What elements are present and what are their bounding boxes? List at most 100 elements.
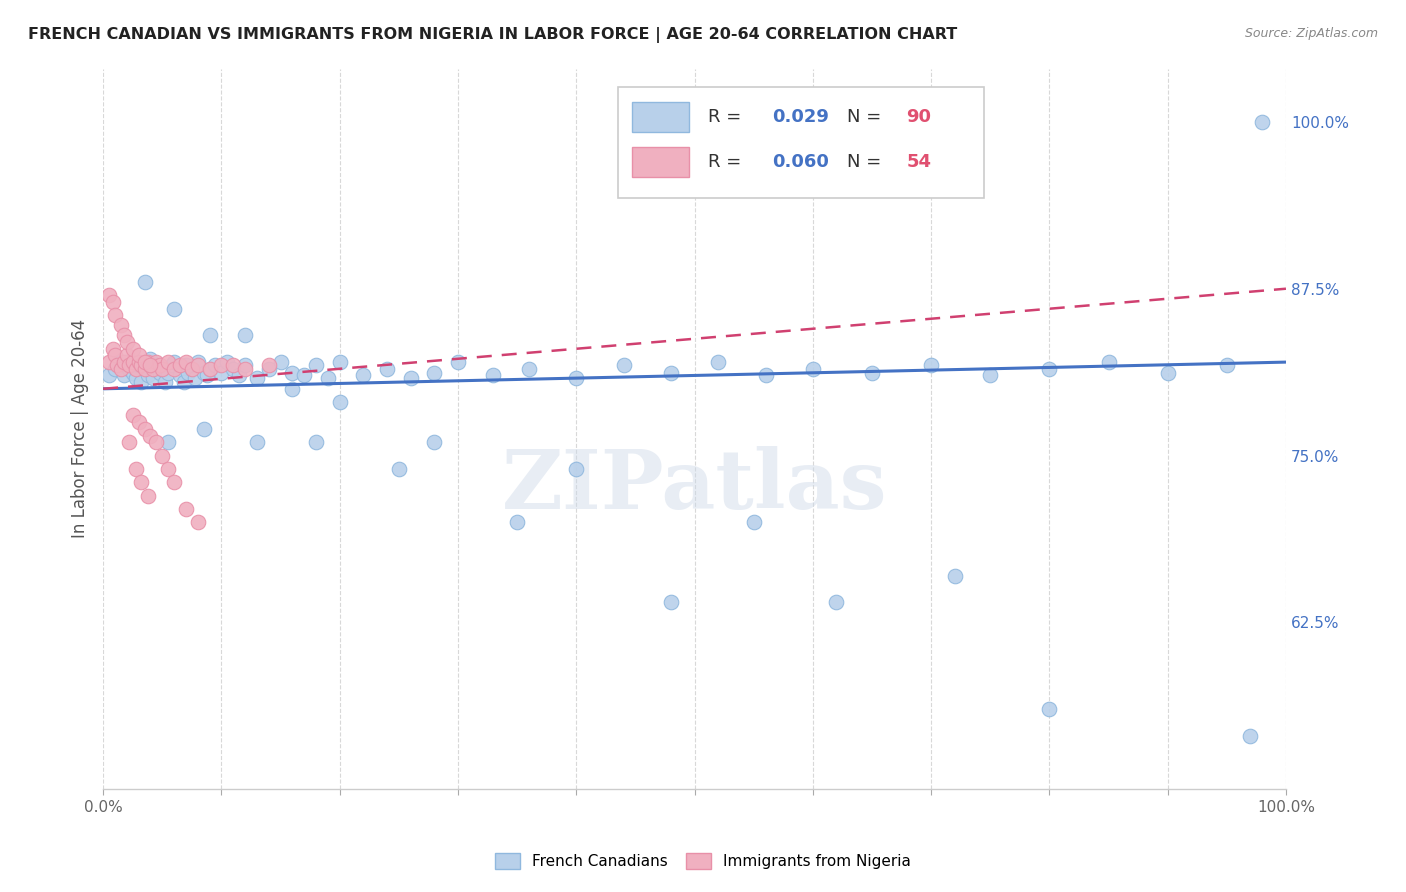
Point bbox=[169, 358, 191, 372]
Text: ZIPatlas: ZIPatlas bbox=[502, 447, 887, 526]
Point bbox=[163, 475, 186, 490]
Text: Source: ZipAtlas.com: Source: ZipAtlas.com bbox=[1244, 27, 1378, 40]
FancyBboxPatch shape bbox=[617, 87, 984, 198]
Point bbox=[565, 371, 588, 385]
Point bbox=[129, 358, 152, 372]
Point bbox=[281, 366, 304, 380]
Point bbox=[801, 361, 824, 376]
Point bbox=[423, 435, 446, 450]
Y-axis label: In Labor Force | Age 20-64: In Labor Force | Age 20-64 bbox=[72, 319, 89, 539]
Point bbox=[659, 366, 682, 380]
Point bbox=[209, 358, 232, 372]
Point bbox=[565, 462, 588, 476]
Point bbox=[222, 361, 245, 376]
Point bbox=[222, 358, 245, 372]
Point bbox=[209, 366, 232, 380]
Point bbox=[157, 462, 180, 476]
Legend: French Canadians, Immigrants from Nigeria: French Canadians, Immigrants from Nigeri… bbox=[489, 847, 917, 875]
Text: 54: 54 bbox=[907, 153, 931, 171]
Point bbox=[98, 355, 121, 369]
Point bbox=[246, 371, 269, 385]
Point bbox=[352, 368, 374, 383]
Point bbox=[1239, 729, 1261, 743]
Point bbox=[329, 355, 352, 369]
Point bbox=[506, 515, 529, 529]
Point bbox=[121, 366, 143, 380]
Point bbox=[1156, 366, 1178, 380]
Point bbox=[198, 328, 221, 343]
Point bbox=[163, 301, 186, 316]
Point bbox=[139, 428, 162, 442]
Point bbox=[173, 375, 195, 389]
Point bbox=[754, 368, 776, 383]
Text: 0.029: 0.029 bbox=[773, 108, 830, 126]
Point bbox=[517, 361, 540, 376]
Point bbox=[257, 358, 280, 372]
Point bbox=[217, 355, 239, 369]
Point bbox=[149, 366, 172, 380]
Point bbox=[136, 489, 159, 503]
Point bbox=[375, 361, 398, 376]
Point bbox=[128, 415, 150, 429]
Point bbox=[139, 358, 162, 372]
Point bbox=[112, 368, 135, 383]
Point bbox=[198, 361, 221, 376]
Point bbox=[115, 355, 138, 369]
Point bbox=[125, 361, 148, 376]
Point bbox=[128, 348, 150, 362]
Point bbox=[198, 361, 221, 376]
Point bbox=[121, 355, 143, 369]
Point bbox=[121, 342, 143, 356]
Point bbox=[193, 366, 215, 380]
Point bbox=[257, 361, 280, 376]
Point bbox=[101, 295, 124, 310]
Point bbox=[110, 361, 132, 376]
FancyBboxPatch shape bbox=[631, 147, 689, 178]
Point bbox=[163, 355, 186, 369]
Point bbox=[180, 361, 202, 376]
Text: 0.060: 0.060 bbox=[773, 153, 830, 171]
Point bbox=[447, 355, 470, 369]
Point bbox=[142, 371, 165, 385]
Point bbox=[139, 352, 162, 367]
Text: N =: N = bbox=[848, 153, 887, 171]
Point bbox=[979, 368, 1001, 383]
Point bbox=[177, 366, 200, 380]
Point bbox=[139, 358, 162, 372]
Point bbox=[118, 358, 141, 372]
Point bbox=[1251, 115, 1274, 129]
Point bbox=[281, 382, 304, 396]
Point bbox=[149, 358, 172, 372]
Point bbox=[169, 368, 191, 383]
Point bbox=[1038, 702, 1060, 716]
Point bbox=[134, 355, 156, 369]
Point bbox=[118, 435, 141, 450]
Point bbox=[150, 361, 173, 376]
Point bbox=[187, 515, 209, 529]
Point bbox=[329, 395, 352, 409]
Point bbox=[187, 358, 209, 372]
Point bbox=[204, 358, 226, 372]
Point bbox=[110, 355, 132, 369]
Point bbox=[157, 435, 180, 450]
Point bbox=[157, 366, 180, 380]
Point bbox=[825, 595, 848, 609]
Point bbox=[920, 358, 942, 372]
Point bbox=[98, 368, 121, 383]
Point bbox=[112, 355, 135, 369]
Point bbox=[233, 328, 256, 343]
Point bbox=[136, 355, 159, 369]
Point bbox=[125, 462, 148, 476]
Point bbox=[134, 361, 156, 376]
Point bbox=[292, 368, 315, 383]
Point bbox=[129, 475, 152, 490]
Point bbox=[305, 358, 328, 372]
Point bbox=[104, 361, 127, 376]
Point bbox=[134, 422, 156, 436]
Point bbox=[105, 358, 128, 372]
Point bbox=[1097, 355, 1119, 369]
Point bbox=[101, 342, 124, 356]
Point bbox=[482, 368, 505, 383]
Point bbox=[163, 361, 186, 376]
Point bbox=[233, 361, 256, 376]
